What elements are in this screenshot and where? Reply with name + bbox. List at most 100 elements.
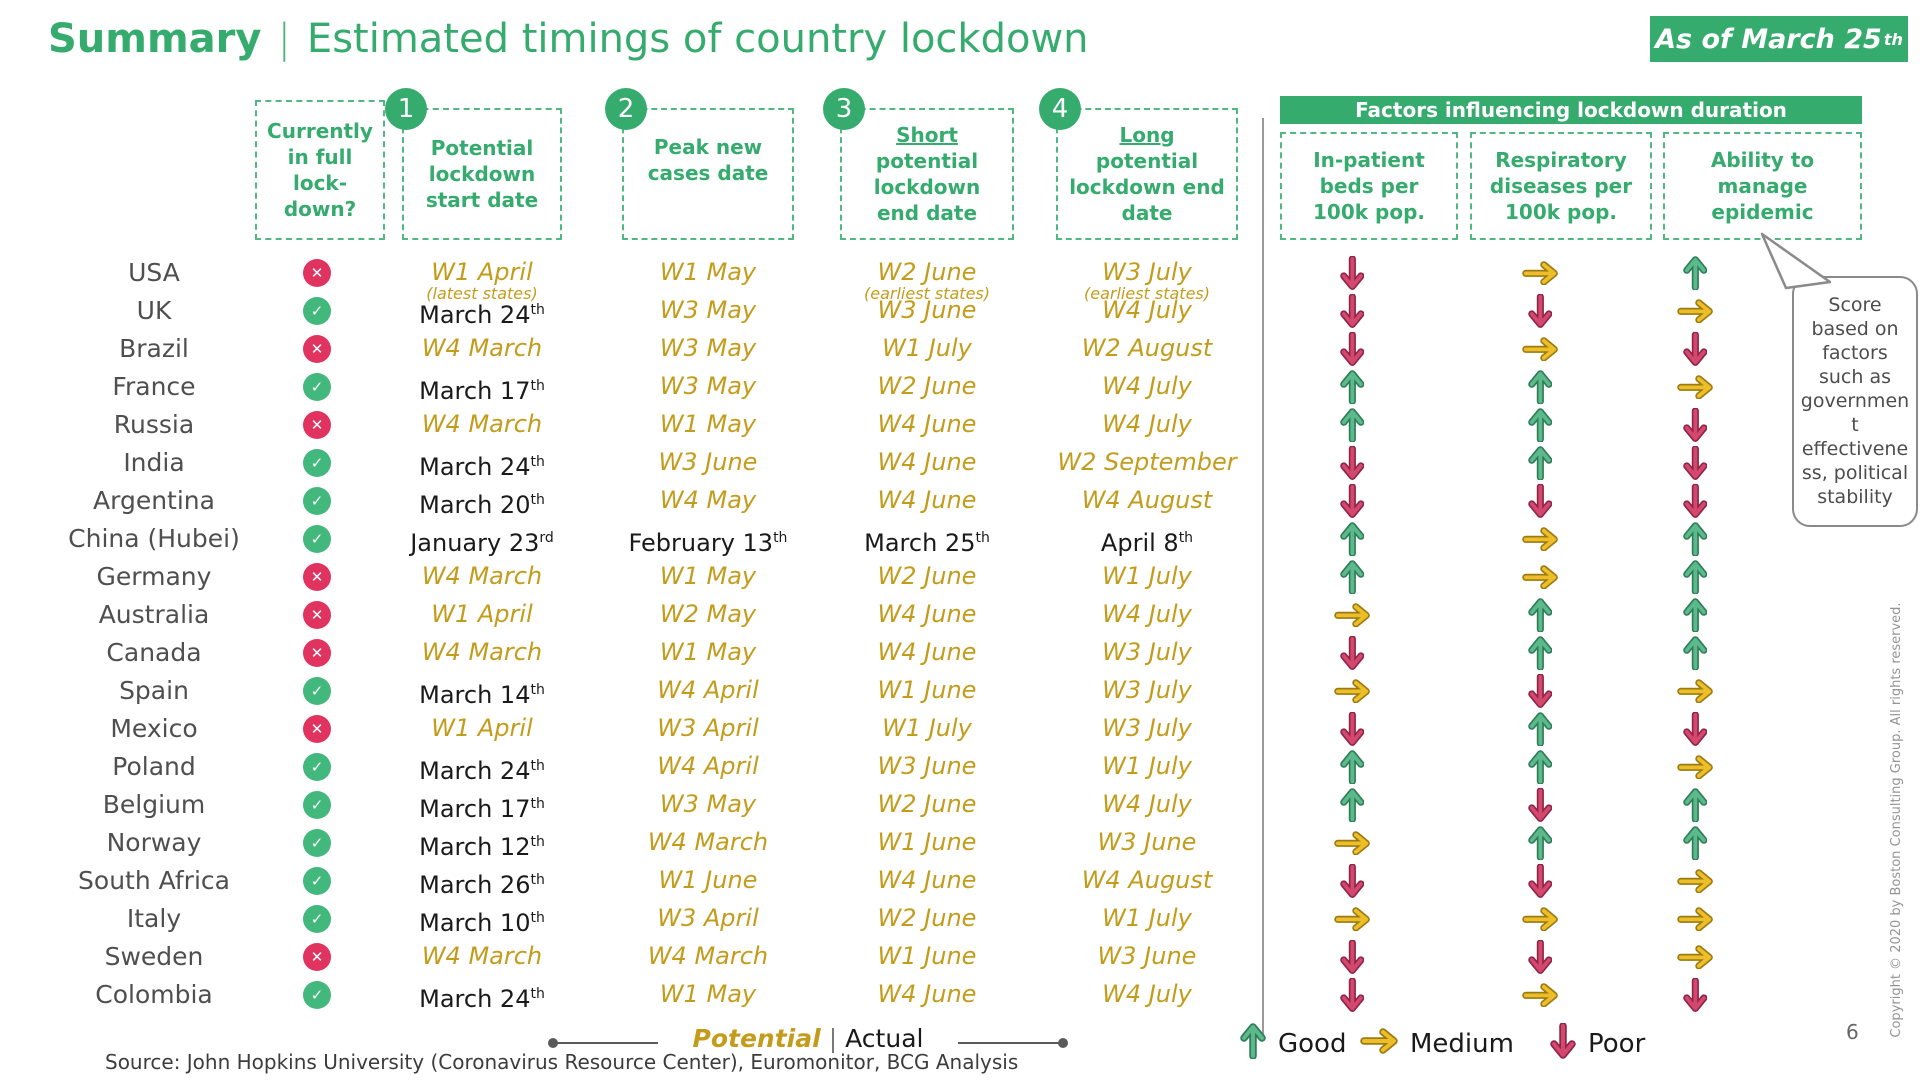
lockdown-yes-icon: ✓ — [303, 487, 331, 515]
short-date: W4 June — [877, 600, 977, 628]
good-arrow-icon — [1339, 788, 1365, 823]
lockdown-no-icon: ✕ — [303, 601, 331, 629]
poor-arrow-icon — [1527, 293, 1553, 328]
title-subtitle: Estimated timings of country lockdown — [306, 16, 1089, 62]
long-date: W1 July — [1102, 752, 1192, 780]
peak-date: W3 April — [657, 904, 759, 932]
long-date: W1 July — [1102, 904, 1192, 932]
factor-1-rating-good — [1512, 369, 1568, 405]
factor-2-rating-medium — [1667, 673, 1723, 709]
medium-arrow-icon — [1677, 868, 1713, 894]
factor-1-rating-good — [1512, 711, 1568, 747]
legend-poor: Poor — [1550, 1021, 1645, 1064]
factor-0-rating-medium — [1324, 597, 1380, 633]
start-date: March 24th — [419, 453, 545, 481]
good-arrow-icon — [1527, 712, 1553, 747]
factor-2-rating-good — [1667, 255, 1723, 291]
legend-line-dot-right — [1058, 1038, 1068, 1048]
peak-date: W1 June — [658, 866, 758, 894]
factor-0-rating-good — [1324, 749, 1380, 785]
good-arrow-icon — [1339, 560, 1365, 595]
medium-arrow-icon — [1522, 982, 1558, 1008]
factor-2-rating-medium — [1667, 369, 1723, 405]
legend-separator: | — [828, 1024, 838, 1053]
poor-arrow-icon — [1550, 1021, 1576, 1059]
factor-2-rating-good — [1667, 635, 1723, 671]
peak-date: W4 May — [659, 486, 757, 514]
factor-0-rating-poor — [1324, 331, 1380, 367]
good-arrow-icon — [1682, 560, 1708, 595]
start-date: March 17th — [419, 377, 545, 405]
factor-0-rating-poor — [1324, 863, 1380, 899]
table-row: Spain ✓ March 14th W4 April W1 June W3 July — [0, 672, 1920, 710]
factor-1-rating-poor — [1512, 483, 1568, 519]
short-date: March 25th — [864, 529, 990, 557]
long-date: W4 July — [1102, 980, 1192, 1008]
poor-arrow-icon — [1527, 787, 1553, 822]
peak-date: W1 May — [659, 980, 757, 1008]
short-date: W2 June — [877, 562, 977, 590]
table-row: India ✓ March 24th W3 June W4 June W2 Septemb… — [0, 444, 1920, 482]
country-label: Sweden — [104, 942, 204, 971]
poor-arrow-icon — [1682, 977, 1708, 1012]
factor-0-rating-poor — [1324, 483, 1380, 519]
long-date-note: (earliest states) — [1083, 284, 1210, 303]
long-rest: potential lockdown end date — [1069, 149, 1225, 225]
lockdown-no-icon: ✕ — [303, 639, 331, 667]
short-emphasis: Short — [896, 123, 958, 147]
long-date: W4 July — [1102, 372, 1192, 400]
medium-arrow-icon — [1677, 374, 1713, 400]
factor-1-rating-medium — [1512, 331, 1568, 367]
factor-1-rating-medium — [1512, 521, 1568, 557]
table-row: Brazil ✕ W4 March W3 May W1 July W2 August — [0, 330, 1920, 368]
start-date: March 24th — [419, 301, 545, 329]
lockdown-no-icon: ✕ — [303, 563, 331, 591]
factor-1-rating-poor — [1512, 939, 1568, 975]
poor-arrow-icon — [1339, 635, 1365, 670]
peak-date: W1 May — [659, 562, 757, 590]
country-label: Italy — [126, 904, 182, 933]
lockdown-yes-icon: ✓ — [303, 449, 331, 477]
poor-arrow-icon — [1682, 331, 1708, 366]
peak-date: W3 May — [659, 296, 757, 324]
peak-date: W3 June — [658, 448, 758, 476]
medium-arrow-icon — [1360, 1027, 1398, 1054]
good-arrow-icon — [1240, 1022, 1266, 1066]
poor-arrow-icon — [1527, 939, 1553, 974]
lockdown-no-icon: ✕ — [303, 259, 331, 287]
short-date: W1 July — [882, 714, 972, 742]
medium-arrow-icon — [1522, 260, 1558, 286]
good-arrow-icon — [1682, 598, 1708, 633]
short-date: W4 June — [877, 486, 977, 514]
country-label: Argentina — [93, 486, 215, 515]
country-label: China (Hubei) — [68, 524, 240, 553]
table-row: Belgium ✓ March 17th W3 May W2 June W4 July — [0, 786, 1920, 824]
good-arrow-icon — [1527, 408, 1553, 443]
factor-2-rating-good — [1667, 825, 1723, 861]
lockdown-yes-icon: ✓ — [303, 297, 331, 325]
medium-arrow-icon — [1677, 678, 1713, 704]
score-callout: Score based on factors such as governmen… — [1792, 276, 1918, 528]
long-date: W3 July — [1102, 714, 1192, 742]
lockdown-yes-icon: ✓ — [303, 791, 331, 819]
country-label: Australia — [98, 600, 210, 629]
factor-0-rating-poor — [1324, 293, 1380, 329]
good-arrow-icon — [1682, 826, 1708, 861]
start-date: March 12th — [419, 833, 545, 861]
lockdown-yes-icon: ✓ — [303, 373, 331, 401]
lockdown-yes-icon: ✓ — [303, 905, 331, 933]
start-date: January 23rd — [410, 529, 554, 557]
start-date: W4 March — [421, 942, 543, 970]
table-row: USA ✕ W1 April (latest states) W1 May W2 June… — [0, 254, 1920, 302]
short-date: W1 June — [877, 828, 977, 856]
start-date: March 14th — [419, 681, 545, 709]
factor-0-rating-poor — [1324, 445, 1380, 481]
start-date: W1 April — [431, 600, 533, 628]
table-row: Poland ✓ March 24th W4 April W3 June W1 July — [0, 748, 1920, 786]
column-header-peak-date: Peak new cases date — [622, 108, 794, 240]
factor-0-rating-medium — [1324, 825, 1380, 861]
title-separator: | — [277, 16, 291, 62]
as-of-badge-sup: th — [1883, 29, 1903, 49]
medium-arrow-icon — [1522, 564, 1558, 590]
